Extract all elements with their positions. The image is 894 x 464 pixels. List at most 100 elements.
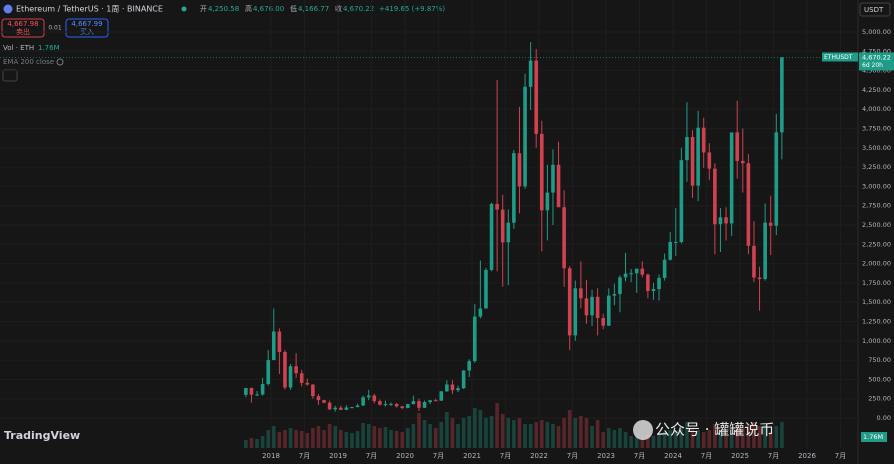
candle-body bbox=[299, 373, 304, 383]
volume-bar bbox=[646, 434, 650, 448]
volume-bar bbox=[450, 418, 455, 448]
volume-bar bbox=[428, 424, 432, 448]
volume-bar bbox=[506, 418, 511, 448]
candle-body bbox=[763, 222, 767, 280]
volume-bar bbox=[740, 428, 745, 448]
volume-bar bbox=[400, 432, 405, 448]
candle-body bbox=[322, 400, 326, 403]
candle-body bbox=[752, 245, 756, 278]
y-tick-label: 4,750.00 bbox=[862, 47, 891, 55]
volume-bar bbox=[556, 426, 561, 448]
volume-bar bbox=[685, 422, 689, 448]
volume-bar bbox=[528, 424, 533, 448]
x-tick-label: 2019 bbox=[329, 452, 347, 460]
volume-bar bbox=[472, 408, 477, 448]
volume-bar bbox=[618, 428, 622, 448]
candle-body bbox=[422, 402, 427, 408]
candle-body bbox=[517, 153, 522, 187]
volume-bar bbox=[590, 426, 594, 448]
ohlc-label: 低 bbox=[290, 4, 297, 13]
x-tick-label: 2025 bbox=[731, 452, 749, 460]
candle-body bbox=[344, 407, 349, 410]
x-tick-label: 7月 bbox=[634, 452, 645, 460]
candle-body bbox=[439, 391, 444, 401]
collapse-button[interactable] bbox=[2, 69, 18, 82]
volume-bar bbox=[545, 422, 550, 448]
currency-box[interactable] bbox=[859, 2, 891, 17]
volume-bar bbox=[327, 424, 332, 448]
candle-body bbox=[512, 153, 516, 223]
volume-bar bbox=[768, 432, 773, 448]
candle-body bbox=[523, 86, 527, 187]
candle-body bbox=[394, 403, 399, 407]
candle-body bbox=[472, 316, 477, 362]
volume-bar bbox=[763, 424, 767, 448]
y-tick-label: 4,250.00 bbox=[862, 86, 891, 94]
volume-bar bbox=[467, 416, 472, 448]
price-tag-symbol: ETHUSDT bbox=[824, 54, 853, 61]
buy-button[interactable] bbox=[65, 18, 109, 38]
x-tick-label: 7月 bbox=[366, 452, 377, 460]
price-tag-countdown: 6d 20h bbox=[862, 62, 883, 69]
candle-body bbox=[690, 136, 695, 186]
candle-body bbox=[445, 384, 449, 392]
volume-bar bbox=[606, 428, 611, 448]
candle-body bbox=[316, 396, 321, 401]
candle-body bbox=[662, 259, 667, 278]
volume-bar bbox=[456, 424, 460, 448]
volume-bar bbox=[573, 418, 578, 448]
watermark-icon bbox=[633, 420, 653, 440]
volume-bar bbox=[322, 430, 326, 448]
volume-bar bbox=[584, 418, 589, 448]
candle-body bbox=[735, 132, 740, 161]
volume-bar bbox=[746, 424, 751, 448]
ema-label: EMA 200 close bbox=[3, 58, 54, 66]
candle-body bbox=[361, 397, 365, 406]
volume-bar bbox=[757, 426, 762, 448]
candle-body bbox=[567, 268, 572, 336]
volume-bar bbox=[445, 412, 449, 448]
candle-body bbox=[288, 366, 293, 388]
volume-bar bbox=[439, 422, 444, 448]
volume-bar bbox=[595, 420, 600, 448]
candle-body bbox=[534, 60, 539, 134]
candle-body bbox=[740, 160, 745, 164]
volume-bar bbox=[690, 428, 695, 448]
sell-button[interactable] bbox=[1, 18, 45, 38]
candle-body bbox=[768, 222, 773, 226]
x-tick-label: 2024 bbox=[664, 452, 682, 460]
y-tick-label: 3,000.00 bbox=[862, 182, 891, 190]
volume-bar bbox=[260, 436, 265, 448]
logo: TradingView bbox=[4, 429, 80, 442]
volume-bar bbox=[713, 424, 717, 448]
candle-body bbox=[685, 136, 689, 161]
y-tick-label: 1,250.00 bbox=[862, 318, 891, 326]
candle-body bbox=[539, 133, 544, 211]
volume-bar bbox=[249, 438, 254, 448]
candle-body bbox=[780, 57, 784, 133]
candle-body bbox=[584, 298, 589, 316]
candle-body bbox=[528, 60, 533, 87]
x-tick-label: 2023 bbox=[597, 452, 615, 460]
ema-hide-icon[interactable] bbox=[56, 58, 64, 66]
volume-bar bbox=[735, 426, 740, 448]
volume-bar bbox=[333, 426, 338, 448]
candle-body bbox=[489, 203, 494, 270]
x-tick-label: 7月 bbox=[500, 452, 511, 460]
volume-bar bbox=[299, 431, 304, 448]
candle-body bbox=[506, 222, 511, 243]
candle-body bbox=[311, 384, 315, 397]
candle-body bbox=[618, 277, 622, 295]
volume-bar bbox=[255, 439, 259, 448]
candle-body bbox=[428, 400, 432, 403]
volume-bar bbox=[484, 418, 488, 448]
volume-bar bbox=[311, 428, 315, 448]
candle-body bbox=[707, 152, 712, 169]
candle-body bbox=[612, 294, 617, 296]
volume-bar bbox=[405, 428, 410, 448]
volume-bar bbox=[517, 418, 522, 448]
candle-body bbox=[327, 402, 332, 410]
candle-body bbox=[657, 277, 661, 290]
